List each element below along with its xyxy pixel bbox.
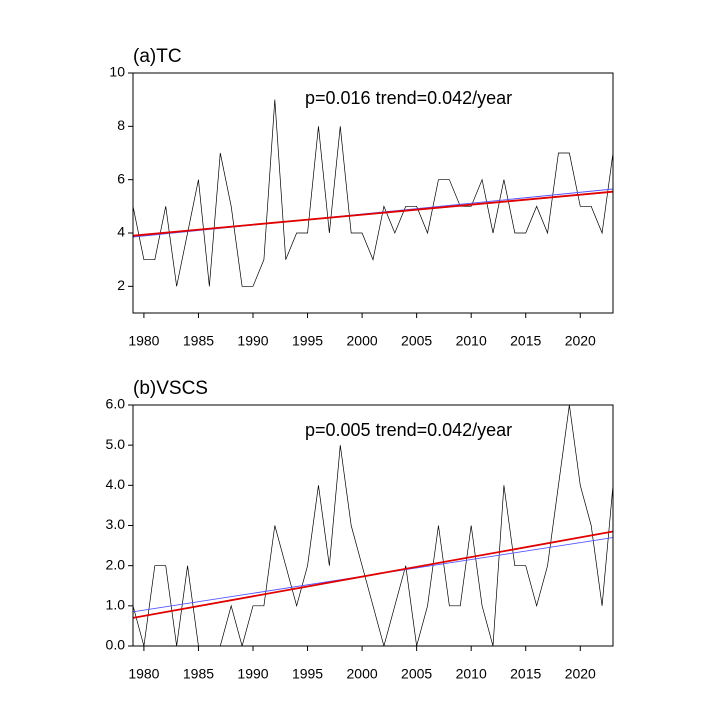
panel-title: (b)VSCS — [133, 378, 208, 399]
y-tick-label: 0.0 — [106, 637, 126, 653]
plot-frame — [132, 72, 614, 314]
x-tick-label: 2015 — [510, 333, 541, 349]
x-tick-label: 1980 — [128, 666, 159, 682]
x-tick-label: 1995 — [292, 666, 323, 682]
y-tick-label: 3.0 — [106, 516, 126, 532]
x-tick-label: 1985 — [183, 333, 214, 349]
y-tick-label: 8 — [117, 117, 125, 133]
y-tick-label: 1.0 — [106, 597, 126, 613]
y-tick-label: 10 — [109, 64, 125, 80]
trend-line — [133, 190, 613, 237]
x-tick-label: 2005 — [401, 333, 432, 349]
x-tick-label: 1990 — [237, 333, 268, 349]
x-tick-label: 2010 — [456, 333, 487, 349]
y-tick-label: 6 — [117, 170, 125, 186]
x-tick-label: 2000 — [347, 333, 378, 349]
data-line — [133, 99, 613, 287]
y-tick-label: 4.0 — [106, 476, 126, 492]
y-tick-label: 2 — [117, 277, 125, 293]
plot-frame — [132, 404, 614, 647]
x-tick-label: 2010 — [456, 666, 487, 682]
y-tick-label: 5.0 — [106, 436, 126, 452]
x-tick-label: 1985 — [183, 666, 214, 682]
y-tick-label: 4 — [117, 224, 125, 240]
x-tick-label: 2000 — [347, 666, 378, 682]
x-tick-label: 2005 — [401, 666, 432, 682]
x-tick-label: 1990 — [237, 666, 268, 682]
x-tick-label: 2020 — [565, 333, 596, 349]
x-tick-label: 1995 — [292, 333, 323, 349]
panel-title: (a)TC — [133, 46, 182, 67]
trend-line — [133, 530, 613, 619]
data-line — [133, 405, 613, 646]
x-tick-label: 2020 — [565, 666, 596, 682]
y-tick-label: 2.0 — [106, 556, 126, 572]
annotation: p=0.005 trend=0.042/year — [305, 420, 512, 440]
y-tick-label: 6.0 — [106, 396, 126, 412]
annotation: p=0.016 trend=0.042/year — [305, 88, 512, 108]
x-tick-label: 2015 — [510, 666, 541, 682]
x-tick-label: 1980 — [128, 333, 159, 349]
